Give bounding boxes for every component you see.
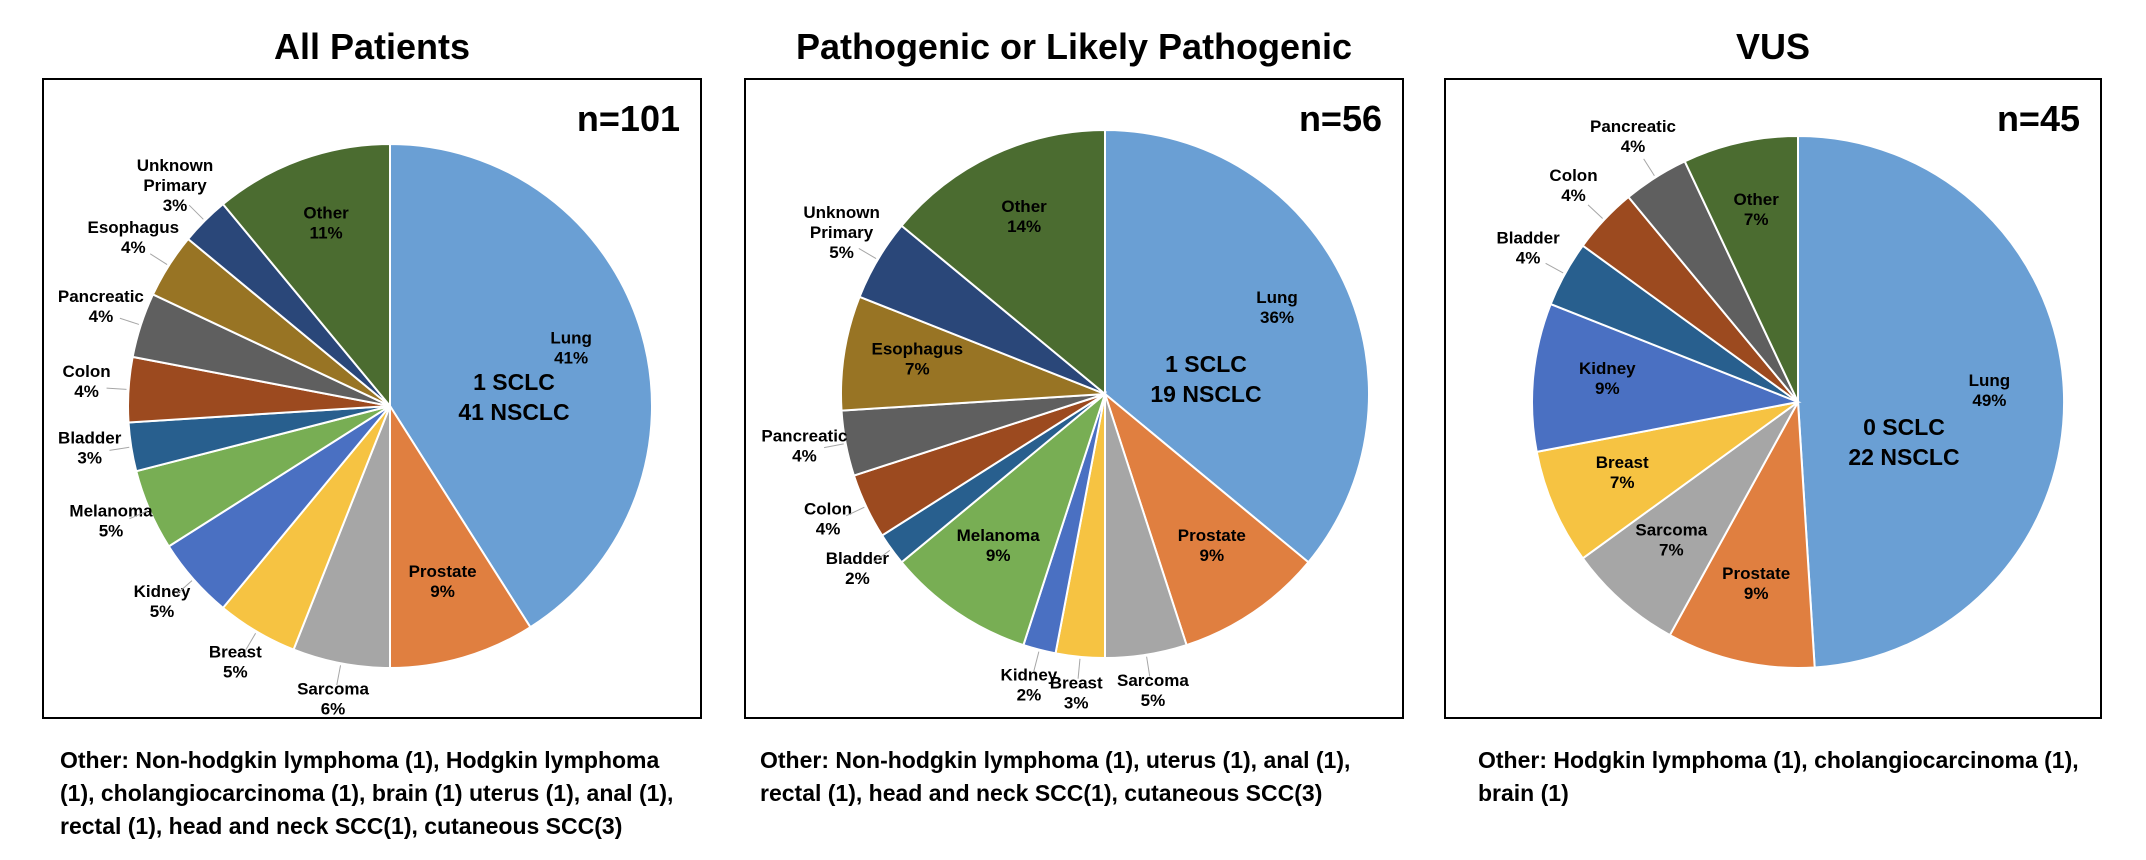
slice-label-lung: Lung 41% (550, 328, 592, 367)
slice-label-esophagus: Esophagus 7% (871, 339, 963, 378)
chart-frame-vus: n=45 Lung 49% Prostate 9% Sarcoma 7% Breast 7% K… (1444, 78, 2102, 719)
n-label: n=56 (1298, 98, 1382, 139)
pie-slice-other (221, 142, 391, 409)
slice-label-lung: Lung 36% (1256, 288, 1298, 327)
slice-label-breast: Breast 7% (1596, 453, 1649, 492)
leader-line-breast (245, 632, 257, 651)
leader-line-bladder (1545, 262, 1564, 274)
pie-slice-melanoma (900, 391, 1108, 647)
footnote-pathogenic: Other: Non-hodgkin lymphoma (1), uterus … (760, 747, 1351, 806)
inner-annotation-1: 41 NSCLC (458, 399, 569, 425)
chart-title-pathogenic: Pathogenic or Likely Pathogenic (795, 26, 1353, 67)
chart-title-vus: VUS (1735, 26, 1811, 67)
slice-label-other: Other 11% (303, 204, 349, 243)
pie-chart-all-patients: Lung 41% Prostate 9% Sarcoma 6% Breast 5% Kidney… (58, 142, 653, 717)
slice-label-sarcoma: Sarcoma 5% (1117, 671, 1189, 710)
pie-slice-other (1683, 134, 1799, 403)
inner-annotation-1: 19 NSCLC (1150, 381, 1261, 407)
pie-slice-prostate (1102, 391, 1310, 647)
slice-label-breast: Breast 5% (209, 643, 262, 682)
slice-label-prostate: Prostate 9% (1722, 564, 1790, 603)
leader-line-colon (1587, 204, 1603, 219)
leader-line-unknown-primary (858, 247, 877, 260)
inner-annotation-0: 1 SCLC (1165, 351, 1247, 377)
leader-line-colon (846, 506, 865, 517)
leader-line-esophagus (149, 253, 168, 265)
n-label: n=45 (1996, 98, 2080, 139)
leader-line-pancreatic (1643, 158, 1655, 176)
inner-annotation-0: 1 SCLC (473, 369, 555, 395)
leader-line-kidney (176, 580, 193, 595)
slice-label-prostate: Prostate 9% (409, 562, 477, 601)
pie-chart-vus: Lung 49% Prostate 9% Sarcoma 7% Breast 7% Kidney… (1496, 117, 2066, 669)
slice-label-melanoma: Melanoma 9% (957, 526, 1041, 565)
pie-slice-lung (1104, 128, 1370, 564)
leader-line-melanoma (129, 510, 148, 520)
slice-label-bladder: Bladder 2% (826, 549, 890, 588)
footnote-all-patients: Other: Non-hodgkin lymphoma (1), Hodgkin… (60, 747, 674, 839)
pie-chart-pathogenic: Lung 36% Prostate 9% Sarcoma 5% Breast 3%Kidney… (761, 128, 1370, 713)
slice-label-kidney: Kidney 5% (134, 582, 191, 621)
n-label: n=101 (576, 98, 680, 139)
pie-slice-other (900, 128, 1106, 397)
pie-slice-lung (389, 142, 653, 629)
chart-frame-all-patients: n=101 Lung 41% Prostate 9% Sarcoma 6% Breast 5%… (42, 78, 702, 719)
leader-line-pancreatic (823, 443, 844, 449)
pie-slice-sarcoma (1581, 401, 1799, 637)
slice-label-lung: Lung 49% (1969, 371, 2011, 410)
leader-line-bladder (109, 446, 130, 451)
pie-slice-lung (1797, 134, 2066, 669)
footnote-vus: Other: Hodgkin lymphoma (1), cholangioca… (1478, 747, 2079, 806)
leader-line-breast (1077, 658, 1081, 679)
leader-line-sarcoma (336, 665, 342, 686)
slice-label-pancreatic: Pancreatic 4% (761, 426, 847, 465)
slice-label-colon: Colon 4% (804, 499, 852, 538)
leader-line-sarcoma (1146, 656, 1151, 677)
leader-line-pancreatic (119, 317, 140, 325)
slice-label-prostate: Prostate 9% (1178, 526, 1246, 565)
slice-label-bladder: Bladder 4% (1496, 229, 1560, 268)
slice-label-colon: Colon 4% (63, 362, 111, 401)
slice-label-unknown-primary: Unknown Primary 3% (137, 156, 214, 215)
slice-label-melanoma: Melanoma 5% (69, 502, 153, 541)
slice-label-kidney: Kidney 9% (1579, 359, 1636, 398)
inner-annotation-0: 0 SCLC (1863, 414, 1945, 440)
leader-line-bladder (873, 549, 891, 563)
slice-label-other: Other 7% (1734, 190, 1780, 229)
leader-line-colon (106, 387, 127, 390)
chart-title-all-patients: All Patients (273, 26, 471, 67)
chart-frame-pathogenic: n=56 Lung 36% Prostate 9% Sarcoma 5% Breast 3% K… (744, 78, 1404, 719)
slice-label-unknown-primary: Unknown Primary 5% (803, 203, 880, 262)
slice-label-sarcoma: Sarcoma 6% (297, 680, 369, 717)
pie-slice-kidney (1530, 302, 1802, 454)
pie-slice-esophagus (840, 295, 1106, 412)
slice-label-bladder: Bladder 3% (58, 429, 122, 468)
slice-label-pancreatic: Pancreatic 4% (1590, 117, 1676, 156)
slice-label-pancreatic: Pancreatic 4% (58, 287, 144, 326)
pie-slice-prostate (389, 402, 532, 670)
pie-slice-breast (1535, 401, 1799, 560)
inner-annotation-1: 22 NSCLC (1848, 444, 1959, 470)
leader-line-kidney (1033, 651, 1040, 672)
slice-label-kidney: Kidney 2% (1001, 665, 1058, 704)
slice-label-breast: Breast 3% (1050, 674, 1103, 713)
slice-label-sarcoma: Sarcoma 7% (1635, 521, 1707, 560)
leader-line-unknown-primary (188, 204, 204, 220)
slice-label-other: Other 14% (1001, 197, 1047, 236)
pie-slice-prostate (1668, 398, 1816, 669)
slice-label-colon: Colon 4% (1549, 166, 1597, 205)
slice-label-esophagus: Esophagus 4% (87, 218, 179, 257)
